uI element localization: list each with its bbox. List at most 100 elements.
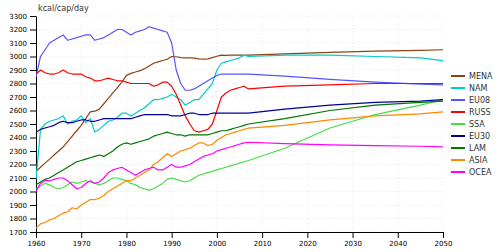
legend-label: NAM (469, 84, 487, 93)
x-tick: 2040 (389, 232, 407, 248)
grid-line-y (36, 16, 443, 17)
grid-line-y (36, 218, 443, 219)
y-axis: 1700180019002000210022002300240025002600… (9, 13, 36, 237)
legend-swatch (451, 123, 465, 125)
x-tick-label: 2050 (435, 240, 453, 248)
y-tick-mark (30, 219, 36, 220)
x-axis-line (37, 232, 444, 233)
y-tick: 3200 (9, 26, 36, 34)
x-tick: 1960 (28, 232, 46, 248)
y-tick: 2100 (9, 175, 36, 183)
grid-line-y (36, 97, 443, 98)
x-tick-label: 1990 (163, 240, 181, 248)
y-tick-label: 1800 (9, 215, 27, 223)
y-tick-mark (30, 43, 36, 44)
grid-line-x (397, 16, 398, 232)
y-tick-mark (30, 70, 36, 71)
y-tick-label: 2400 (9, 134, 27, 142)
legend-item: NAM (451, 84, 487, 93)
y-tick: 1700 (9, 229, 36, 237)
series-line (36, 142, 443, 191)
x-tick-label: 2010 (254, 240, 272, 248)
y-tick-label: 3000 (9, 53, 27, 61)
legend-item: EU30 (451, 132, 490, 141)
legend-label: MENA (469, 72, 493, 81)
x-tick-mark (172, 232, 173, 238)
x-tick-label: 1970 (73, 240, 91, 248)
y-tick-label: 3200 (9, 26, 27, 34)
x-tick-label: 2020 (299, 240, 317, 248)
y-tick-mark (30, 16, 36, 17)
x-tick: 2050 (435, 232, 453, 248)
y-tick-mark (30, 124, 36, 125)
legend-item: RUSS (451, 108, 491, 117)
legend-swatch (451, 135, 465, 137)
y-axis-title: kcal/cap/day (38, 4, 89, 13)
y-tick-mark (30, 178, 36, 179)
y-tick-mark (30, 138, 36, 139)
y-tick: 2600 (9, 107, 36, 115)
y-tick-mark (30, 57, 36, 58)
y-tick-mark (30, 232, 36, 233)
x-axis: 1960 1970 1980 1990 2000 2010 2020 2030 2040 2050 (28, 232, 453, 248)
lines (36, 27, 443, 228)
y-tick: 1900 (9, 202, 36, 210)
grid-line-y (36, 205, 443, 206)
grid-line-y (36, 191, 443, 192)
x-tick-mark (217, 232, 218, 238)
x-tick: 1980 (118, 232, 136, 248)
y-tick-label: 2900 (9, 67, 27, 75)
legend-label: EU30 (469, 132, 490, 141)
grid-line-y (36, 29, 443, 30)
y-tick-label: 2800 (9, 80, 27, 88)
chart: 1960 1970 1980 1990 2000 2010 2020 2030 2040 2050… (0, 0, 501, 252)
grid-line-y (36, 178, 443, 179)
series-line (36, 70, 443, 132)
y-tick: 3300 (9, 13, 36, 21)
y-tick: 1800 (9, 215, 36, 223)
y-tick-label: 2000 (9, 188, 27, 196)
y-tick: 2300 (9, 148, 36, 156)
y-tick-label: 2100 (9, 175, 27, 183)
y-tick-label: 2200 (9, 161, 27, 169)
plot: 1960 1970 1980 1990 2000 2010 2020 2030 2040 2050… (9, 13, 452, 248)
x-tick-mark (307, 232, 308, 238)
y-tick-label: 2600 (9, 107, 27, 115)
x-tick-mark (262, 232, 263, 238)
x-tick-label: 1980 (118, 240, 136, 248)
x-tick: 1970 (73, 232, 91, 248)
x-tick-label: 2000 (208, 240, 226, 248)
y-tick-mark (30, 165, 36, 166)
grid-line-y (36, 164, 443, 165)
y-tick-mark (30, 205, 36, 206)
grid-line-y (36, 232, 443, 233)
legend-item: ASIA (451, 156, 488, 165)
legend-swatch (451, 159, 465, 161)
x-tick-mark (398, 232, 399, 238)
series-line (36, 101, 443, 185)
y-tick-mark (30, 192, 36, 193)
y-tick: 2200 (9, 161, 36, 169)
legend-item: LAM (451, 144, 486, 153)
grid-line-x (352, 16, 353, 232)
legend-label: ASIA (469, 156, 488, 165)
x-tick-label: 2030 (344, 240, 362, 248)
x-tick-label: 1960 (28, 240, 46, 248)
y-tick: 2400 (9, 134, 36, 142)
x-tick-mark (126, 232, 127, 238)
grid-line-y (36, 151, 443, 152)
legend-label: OCEA (469, 168, 492, 177)
legend-swatch (451, 87, 465, 89)
legend-swatch (451, 171, 465, 173)
legend-item: OCEA (451, 168, 492, 177)
x-tick: 2010 (254, 232, 272, 248)
y-tick: 2000 (9, 188, 36, 196)
legend-swatch (451, 75, 465, 77)
x-tick: 2000 (208, 232, 226, 248)
x-tick-mark (353, 232, 354, 238)
y-tick: 3100 (9, 40, 36, 48)
y-tick-mark (30, 151, 36, 152)
y-axis-line (36, 17, 37, 233)
y-tick: 2700 (9, 94, 36, 102)
y-tick-mark (30, 84, 36, 85)
